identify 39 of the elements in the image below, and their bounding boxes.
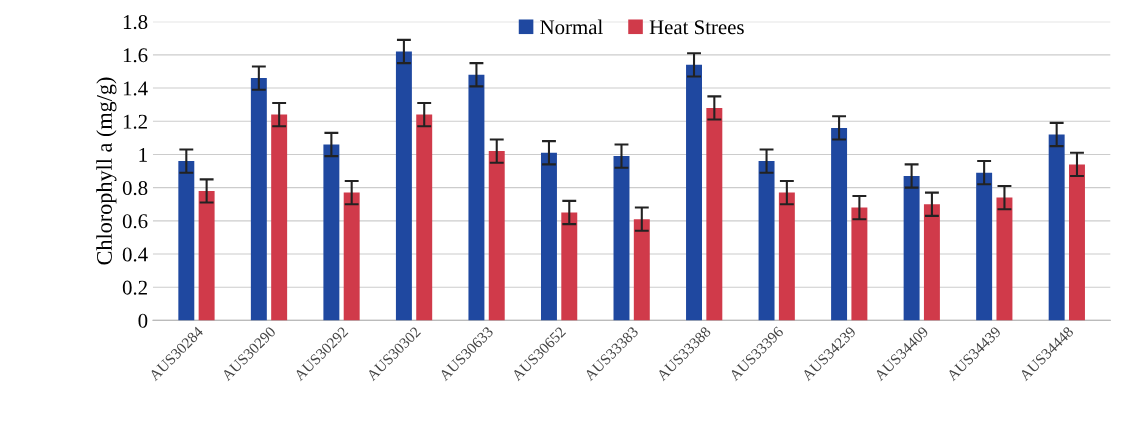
bar <box>416 114 433 321</box>
bar <box>633 219 650 321</box>
bar <box>561 212 578 321</box>
bar <box>686 64 702 321</box>
bar <box>395 51 412 321</box>
y-tick-label: 0.4 <box>122 247 148 262</box>
bar <box>923 204 940 321</box>
bar <box>1069 164 1085 321</box>
legend-label: Normal <box>540 19 603 35</box>
y-axis-title: Chlorophyll a (mg/g) <box>96 77 117 265</box>
y-tick-label: 0.8 <box>122 181 148 196</box>
legend-label: Heat Strees <box>649 20 744 35</box>
bar <box>1048 134 1065 321</box>
y-tick-label: 0.2 <box>122 280 147 295</box>
y-tick-label: 0.6 <box>122 214 148 229</box>
y-tick-label: 1.4 <box>123 81 148 96</box>
bar <box>468 74 485 321</box>
y-tick-label: 1.8 <box>123 15 148 30</box>
bar <box>706 107 723 321</box>
bar <box>851 207 868 321</box>
bar <box>758 161 775 321</box>
bar <box>488 151 505 321</box>
bar <box>323 144 340 321</box>
y-tick-label: 1.6 <box>123 48 148 63</box>
bar <box>540 152 557 321</box>
y-tick-label: 1 <box>139 147 147 162</box>
bar <box>178 161 195 321</box>
bar <box>903 176 920 321</box>
bar <box>343 192 360 321</box>
bar <box>976 172 993 321</box>
bar <box>831 127 848 321</box>
bar <box>271 114 288 321</box>
bar <box>778 192 795 321</box>
bar <box>198 190 215 321</box>
y-tick-label: 1.2 <box>123 114 147 129</box>
bar <box>613 156 630 321</box>
bar <box>996 197 1013 321</box>
y-tick-label: 0 <box>138 313 148 328</box>
bar <box>250 78 267 321</box>
